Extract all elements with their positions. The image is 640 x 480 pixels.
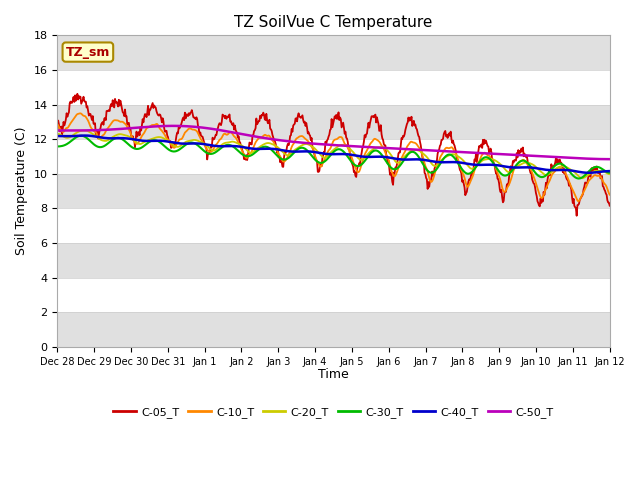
C-50_T bbox=[207, 126, 214, 132]
C-30_T bbox=[77, 133, 85, 139]
C-40_T bbox=[606, 168, 614, 174]
C-20_T bbox=[54, 131, 61, 137]
C-40_T bbox=[418, 156, 426, 162]
C-40_T bbox=[54, 133, 61, 139]
C-20_T bbox=[418, 149, 426, 155]
Line: C-50_T: C-50_T bbox=[58, 126, 610, 159]
C-10_T bbox=[574, 198, 582, 204]
Line: C-20_T: C-20_T bbox=[58, 131, 610, 178]
C-20_T bbox=[401, 153, 409, 159]
C-10_T bbox=[418, 150, 426, 156]
C-30_T bbox=[401, 155, 409, 161]
C-05_T bbox=[74, 91, 81, 96]
C-50_T bbox=[418, 147, 426, 153]
Legend: C-05_T, C-10_T, C-20_T, C-30_T, C-40_T, C-50_T: C-05_T, C-10_T, C-20_T, C-30_T, C-40_T, … bbox=[109, 402, 558, 422]
Bar bbox=[58, 243, 610, 277]
C-40_T bbox=[63, 133, 71, 139]
C-10_T bbox=[606, 192, 614, 198]
C-50_T bbox=[401, 146, 409, 152]
C-40_T bbox=[207, 142, 214, 148]
C-30_T bbox=[575, 176, 583, 181]
C-50_T bbox=[177, 123, 185, 129]
Bar bbox=[58, 312, 610, 347]
Line: C-40_T: C-40_T bbox=[58, 135, 610, 173]
C-10_T bbox=[401, 148, 409, 154]
Y-axis label: Soil Temperature (C): Soil Temperature (C) bbox=[15, 127, 28, 255]
C-05_T bbox=[418, 148, 426, 154]
C-05_T bbox=[573, 213, 580, 218]
C-40_T bbox=[401, 156, 409, 162]
Text: TZ_sm: TZ_sm bbox=[66, 46, 110, 59]
C-30_T bbox=[121, 138, 129, 144]
Bar bbox=[58, 36, 610, 70]
C-05_T bbox=[401, 127, 409, 133]
C-40_T bbox=[121, 135, 129, 141]
C-40_T bbox=[81, 132, 89, 138]
C-50_T bbox=[63, 128, 71, 133]
C-30_T bbox=[177, 145, 185, 151]
C-30_T bbox=[54, 144, 61, 149]
C-50_T bbox=[606, 156, 614, 162]
C-20_T bbox=[207, 146, 214, 152]
C-20_T bbox=[177, 143, 185, 148]
X-axis label: Time: Time bbox=[318, 368, 349, 381]
C-20_T bbox=[578, 175, 586, 181]
C-40_T bbox=[585, 170, 593, 176]
C-10_T bbox=[77, 110, 84, 116]
C-10_T bbox=[54, 121, 61, 127]
C-50_T bbox=[54, 128, 61, 133]
C-50_T bbox=[120, 126, 128, 132]
Line: C-30_T: C-30_T bbox=[58, 136, 610, 179]
C-50_T bbox=[170, 123, 177, 129]
C-30_T bbox=[63, 141, 71, 146]
Line: C-10_T: C-10_T bbox=[58, 113, 610, 201]
Line: C-05_T: C-05_T bbox=[58, 94, 610, 216]
C-30_T bbox=[207, 151, 214, 157]
C-30_T bbox=[418, 159, 426, 165]
C-10_T bbox=[177, 136, 185, 142]
C-30_T bbox=[606, 170, 614, 176]
C-05_T bbox=[54, 121, 61, 127]
C-10_T bbox=[63, 125, 71, 131]
C-05_T bbox=[63, 114, 71, 120]
C-40_T bbox=[177, 141, 185, 146]
C-05_T bbox=[177, 122, 185, 128]
Title: TZ SoilVue C Temperature: TZ SoilVue C Temperature bbox=[234, 15, 433, 30]
C-20_T bbox=[63, 135, 71, 141]
C-20_T bbox=[606, 171, 614, 177]
Bar bbox=[58, 105, 610, 139]
C-10_T bbox=[207, 149, 214, 155]
C-05_T bbox=[606, 203, 614, 208]
C-05_T bbox=[207, 147, 214, 153]
Bar bbox=[58, 174, 610, 208]
C-20_T bbox=[121, 132, 129, 138]
C-20_T bbox=[81, 128, 88, 133]
C-10_T bbox=[121, 121, 129, 127]
C-05_T bbox=[121, 107, 129, 112]
